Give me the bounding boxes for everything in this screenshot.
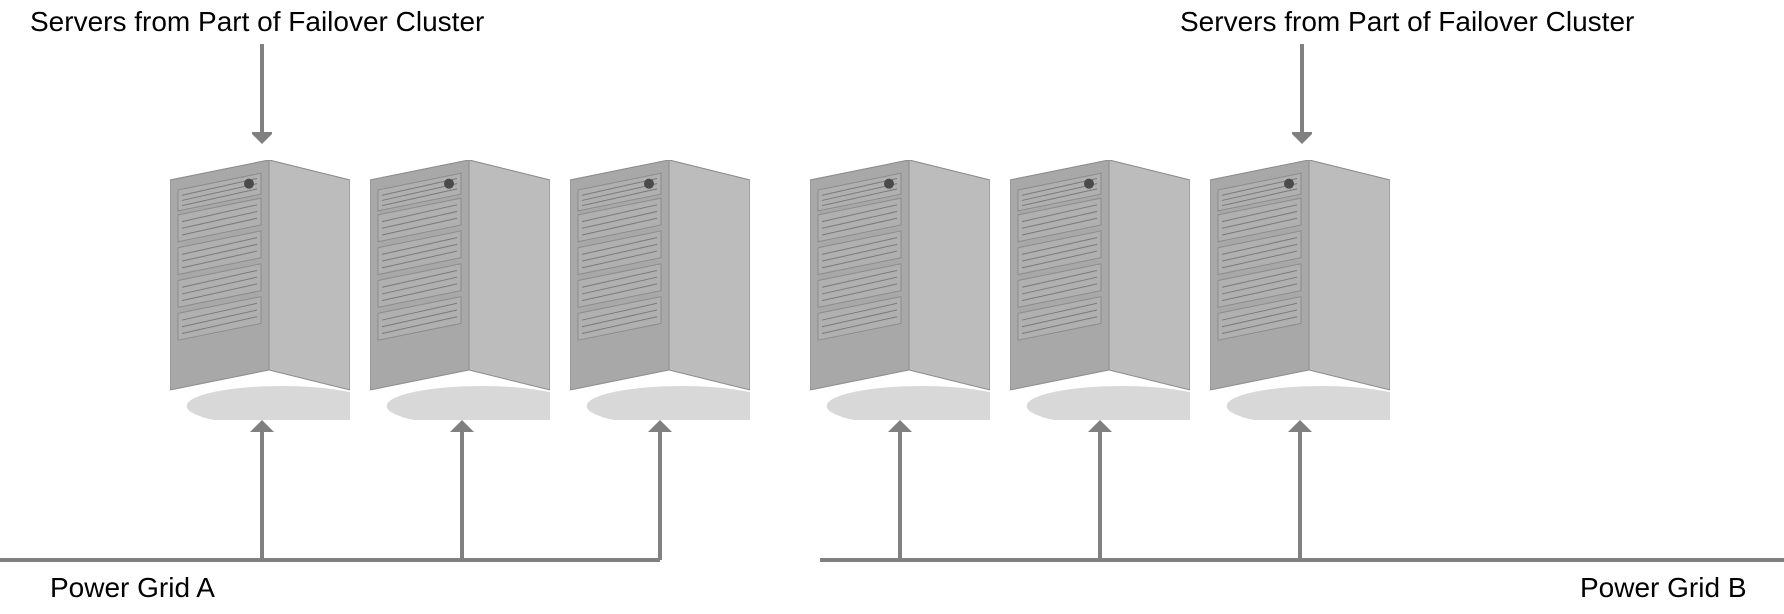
diagram-canvas: Servers from Part of Failover Cluster Se… [0, 0, 1784, 614]
server-icon [1210, 160, 1390, 420]
server-icon [370, 160, 550, 420]
server-icon [1010, 160, 1190, 420]
arrow-down-left [252, 44, 272, 144]
server-icon [570, 160, 750, 420]
label-power-grid-a: Power Grid A [50, 572, 215, 604]
label-power-grid-b: Power Grid B [1580, 572, 1747, 604]
label-cluster-right: Servers from Part of Failover Cluster [1180, 6, 1634, 38]
arrow-down-right [1292, 44, 1312, 144]
server-icon [810, 160, 990, 420]
server-icon [170, 160, 350, 420]
label-cluster-left: Servers from Part of Failover Cluster [30, 6, 484, 38]
